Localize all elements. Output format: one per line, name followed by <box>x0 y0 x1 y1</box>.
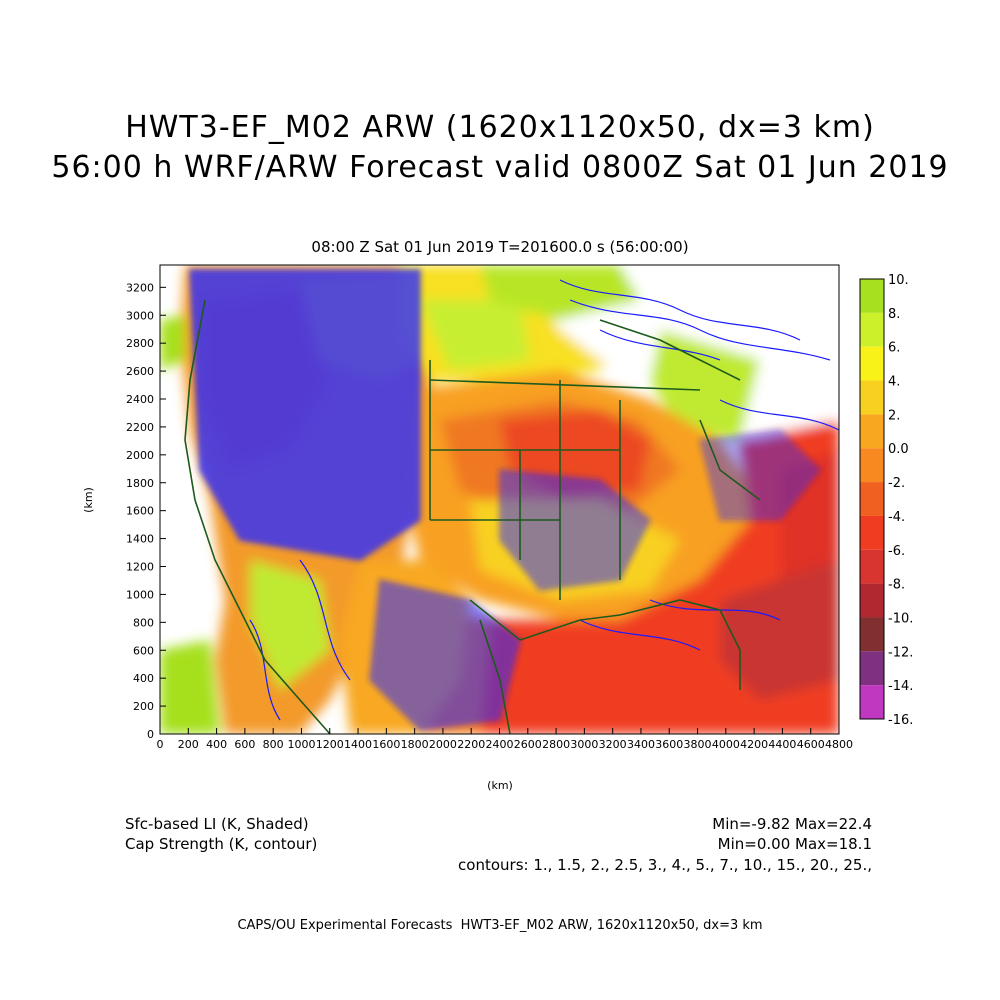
x-tick-label: 2000 <box>429 738 457 751</box>
x-tick-label: 4200 <box>740 738 768 751</box>
y-tick-label: 800 <box>133 616 154 629</box>
contour-min-max: Min=0.00 Max=18.1 <box>717 835 872 853</box>
boundaries <box>184 299 761 734</box>
colorbar-frame <box>859 278 885 720</box>
x-tick-label: 1200 <box>316 738 344 751</box>
colorbar-swatch <box>860 279 884 313</box>
x-tick-label: 2200 <box>457 738 485 751</box>
colorbar-label: 0.0 <box>888 442 909 457</box>
colorbar-swatch <box>860 583 884 618</box>
colorbar-swatch <box>860 414 884 449</box>
colorbar-label: 6. <box>888 341 900 356</box>
contour-field-label: Cap Strength (K, contour) <box>125 835 318 853</box>
x-tick-label: 600 <box>234 738 255 751</box>
map-panel <box>160 265 839 734</box>
colorbar-label: 10. <box>888 273 909 288</box>
y-tick-group: 0 200 400 600 800 1000 1200 1400 1600 1800 2000 220… <box>126 281 166 741</box>
colorbar: 10. 8. 6. 4. 2. 0.0 -2. -4. -6. -8. -10. -12. -14. -1… <box>859 273 913 728</box>
y-tick-label: 1200 <box>126 561 154 574</box>
colorbar-label: 4. <box>888 375 900 390</box>
x-tick-label: 3400 <box>627 738 655 751</box>
x-tick-label: 200 <box>178 738 199 751</box>
x-tick-label: 1800 <box>401 738 429 751</box>
colorbar-swatch <box>860 651 884 686</box>
y-tick-label: 1000 <box>126 588 154 601</box>
x-tick-label: 1600 <box>372 738 400 751</box>
x-tick-label: 4600 <box>797 738 825 751</box>
credit-line: CAPS/OU Experimental Forecasts HWT3-EF_M… <box>237 918 763 933</box>
y-tick-label: 0 <box>147 728 154 741</box>
x-tick-label: 4000 <box>712 738 740 751</box>
x-tick-label: 4400 <box>768 738 796 751</box>
colorbar-swatch <box>860 685 884 719</box>
shaded-field-label: Sfc-based LI (K, Shaded) <box>125 815 309 833</box>
x-axis-label: (km) <box>487 779 513 792</box>
y-tick-label: 200 <box>133 700 154 713</box>
x-tick-group: 0 200 400 600 800 1000 1200 1400 1600 1800 2000 220… <box>157 728 853 751</box>
x-tick-label: 400 <box>206 738 227 751</box>
colorbar-label: -8. <box>888 578 905 593</box>
x-tick-label: 0 <box>157 738 164 751</box>
contour-levels: contours: 1., 1.5, 2., 2.5, 3., 4., 5., … <box>458 856 872 874</box>
x-tick-label: 800 <box>263 738 284 751</box>
y-tick-label: 2800 <box>126 337 154 350</box>
colorbar-swatch <box>860 380 884 415</box>
colorbar-swatch <box>860 617 884 652</box>
x-tick-label: 3800 <box>684 738 712 751</box>
y-tick-label: 1400 <box>126 533 154 546</box>
cap-contours <box>189 269 821 731</box>
x-tick-label: 3200 <box>599 738 627 751</box>
colorbar-label: -10. <box>888 611 913 626</box>
y-tick-label: 2600 <box>126 365 154 378</box>
x-tick-label: 1000 <box>287 738 315 751</box>
y-tick-label: 1800 <box>126 477 154 490</box>
shaded-min-max: Min=-9.82 Max=22.4 <box>712 815 872 833</box>
colorbar-swatch <box>860 515 884 550</box>
colorbar-label: -16. <box>888 713 913 728</box>
colorbar-swatch <box>860 549 884 584</box>
x-tick-label: 1400 <box>344 738 372 751</box>
x-tick-label: 3600 <box>655 738 683 751</box>
colorbar-swatch <box>860 312 884 347</box>
colorbar-swatch <box>860 482 884 516</box>
colorbar-label: -2. <box>888 476 905 491</box>
colorbar-label: -12. <box>888 645 913 660</box>
title-line-2: 56:00 h WRF/ARW Forecast valid 0800Z Sat… <box>51 150 949 185</box>
y-tick-label: 2000 <box>126 449 154 462</box>
y-tick-label: 3000 <box>126 309 154 322</box>
y-tick-label: 3200 <box>126 281 154 294</box>
colorbar-label: 2. <box>888 408 900 423</box>
x-tick-label: 2600 <box>514 738 542 751</box>
x-tick-label: 4800 <box>825 738 853 751</box>
colorbar-label: 8. <box>888 307 900 322</box>
y-axis-label: (km) <box>82 487 95 513</box>
colorbar-swatch <box>860 346 884 381</box>
x-tick-label: 2800 <box>542 738 570 751</box>
colorbar-label: -14. <box>888 679 913 694</box>
y-tick-label: 400 <box>133 672 154 685</box>
colorbar-label: -6. <box>888 544 905 559</box>
y-tick-label: 2400 <box>126 393 154 406</box>
x-tick-label: 3000 <box>570 738 598 751</box>
plot-subtitle: 08:00 Z Sat 01 Jun 2019 T=201600.0 s (56… <box>311 238 689 256</box>
title-line-1: HWT3-EF_M02 ARW (1620x1120x50, dx=3 km) <box>125 110 875 145</box>
y-tick-label: 2200 <box>126 421 154 434</box>
x-tick-label: 2400 <box>486 738 514 751</box>
y-tick-label: 1600 <box>126 505 154 518</box>
y-tick-label: 600 <box>133 644 154 657</box>
colorbar-label: -4. <box>888 510 905 525</box>
colorbar-swatch <box>860 448 884 483</box>
